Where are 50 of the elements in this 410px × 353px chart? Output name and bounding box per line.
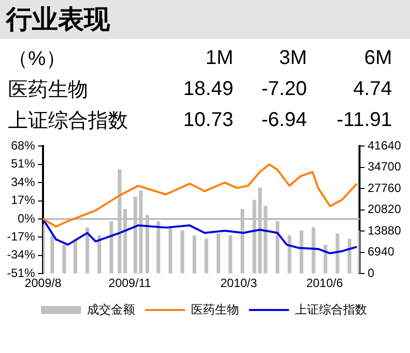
data-label: 4.74 bbox=[352, 77, 393, 102]
y-tick-label: -34% bbox=[7, 248, 36, 262]
y2-tick-label: 27760 bbox=[368, 180, 402, 195]
legend-label: 成交金额 bbox=[87, 302, 135, 316]
bar bbox=[216, 233, 220, 274]
text: 医药生物 bbox=[7, 78, 89, 103]
bar bbox=[50, 235, 54, 274]
data-label: 18.49 bbox=[182, 77, 234, 102]
category-label: 1M bbox=[204, 46, 234, 71]
bar bbox=[288, 235, 292, 274]
category-label: 6M bbox=[363, 46, 393, 71]
y2-tick-label: 6940 bbox=[368, 244, 395, 259]
y2-tick-label: 41640 bbox=[368, 138, 402, 153]
y2-tick-label: 20820 bbox=[368, 202, 402, 216]
data-label: -11.91 bbox=[336, 108, 393, 133]
data-label: -7.20 bbox=[260, 77, 308, 102]
bar bbox=[336, 233, 340, 274]
bar bbox=[228, 235, 232, 274]
y-tick-label: -17% bbox=[7, 230, 36, 244]
bar bbox=[73, 238, 78, 274]
data-label: -6.94 bbox=[260, 108, 308, 133]
bar bbox=[312, 227, 316, 274]
y-tick-label: 51% bbox=[10, 156, 36, 171]
y-tick-label: 17% bbox=[10, 193, 36, 208]
y-tick-label: 34% bbox=[10, 174, 36, 189]
bar bbox=[85, 227, 90, 274]
text: 行业表现 bbox=[0, 0, 410, 39]
y2-tick-label: 0 bbox=[368, 266, 375, 280]
bar bbox=[62, 244, 66, 274]
bar bbox=[168, 227, 172, 274]
y-tick-label: 0% bbox=[18, 211, 36, 226]
data-label: 10.73 bbox=[182, 108, 234, 133]
bar bbox=[324, 244, 328, 274]
legend-label: 上证综合指数 bbox=[295, 302, 367, 316]
y-tick-label: 68% bbox=[10, 138, 36, 153]
legend-label: 医药生物 bbox=[191, 302, 239, 316]
text: 上证综合指数 bbox=[7, 109, 129, 134]
bar bbox=[180, 230, 184, 274]
y2-tick-label: 13880 bbox=[368, 223, 402, 238]
y2-tick-label: 34700 bbox=[368, 160, 402, 174]
category-label: 3M bbox=[278, 46, 308, 71]
bar bbox=[300, 230, 304, 274]
x-tick-label: 2010/6 bbox=[306, 276, 344, 290]
x-tick-label: 2010/3 bbox=[220, 276, 258, 290]
bar bbox=[204, 238, 208, 274]
x-tick-label: 2009/11 bbox=[108, 276, 152, 290]
bar bbox=[97, 235, 102, 274]
bar bbox=[348, 238, 352, 274]
bar bbox=[192, 235, 196, 274]
text: （%） bbox=[8, 48, 66, 70]
